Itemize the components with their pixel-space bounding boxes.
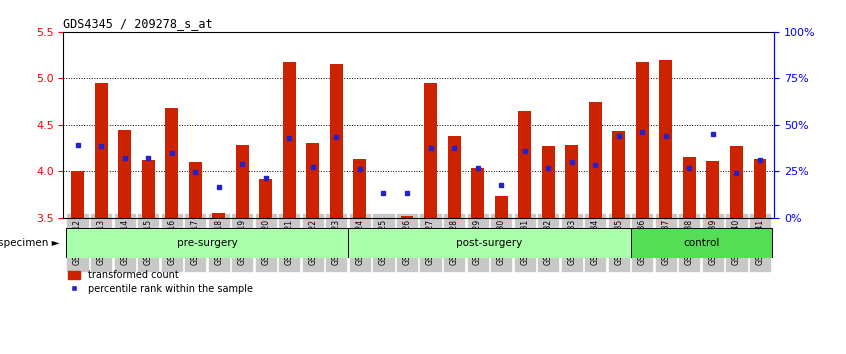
Bar [349,228,630,258]
Bar [636,62,649,218]
Bar [66,228,349,258]
Bar [706,161,719,218]
Bar [754,159,766,218]
Legend: transformed count, percentile rank within the sample: transformed count, percentile rank withi… [69,270,253,294]
Text: pre-surgery: pre-surgery [177,238,238,249]
Text: GDS4345 / 209278_s_at: GDS4345 / 209278_s_at [63,17,213,30]
Bar [613,131,625,218]
Bar [165,108,179,218]
Bar [659,60,673,218]
Text: post-surgery: post-surgery [456,238,523,249]
Bar [424,83,437,218]
Bar [189,162,201,218]
Bar [730,146,743,218]
Bar [354,159,366,218]
Bar [141,160,155,218]
Bar [330,64,343,218]
Bar [541,146,555,218]
Bar [95,83,107,218]
Bar [565,145,578,218]
Bar [212,213,225,218]
Bar [448,136,460,218]
Bar [260,179,272,218]
Bar [683,157,696,218]
Bar [519,111,531,218]
Bar [589,102,602,218]
Bar [306,143,319,218]
Text: specimen ►: specimen ► [0,238,59,249]
Bar [630,228,772,258]
Bar [71,171,84,218]
Bar [495,196,508,218]
Bar [471,169,484,218]
Bar [236,145,249,218]
Text: control: control [683,238,719,249]
Bar [118,130,131,218]
Bar [283,62,296,218]
Bar [400,216,414,218]
